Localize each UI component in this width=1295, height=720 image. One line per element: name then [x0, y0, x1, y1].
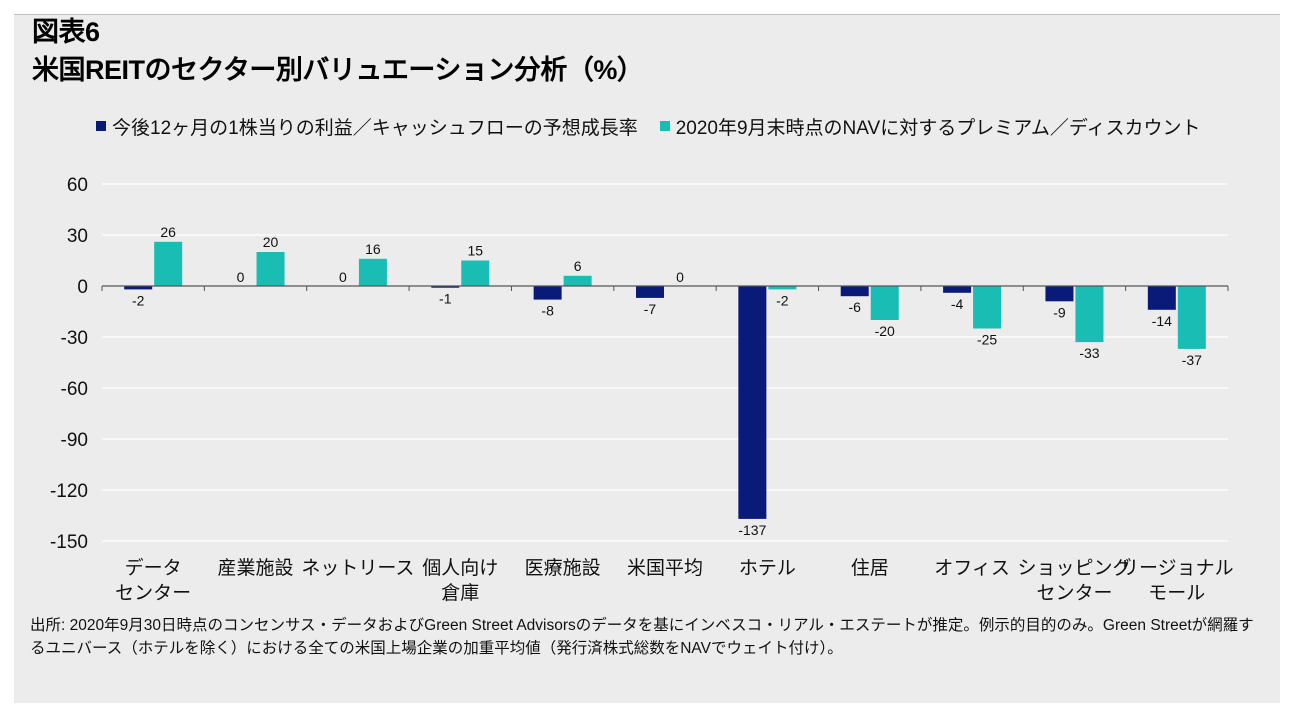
data-label-series2: 26: [160, 224, 176, 240]
chart-title: 米国REITのセクター別バリュエーション分析（%）: [32, 55, 644, 85]
y-tick-label: -30: [61, 328, 88, 349]
x-category-label: 産業施設: [218, 557, 294, 579]
data-label-series1: -6: [849, 299, 862, 315]
bar-series1: [124, 286, 153, 290]
bar-series1: [738, 286, 767, 519]
y-tick-label: -150: [50, 532, 88, 553]
y-tick-label: 60: [67, 175, 88, 196]
bar-series2: [870, 286, 899, 320]
data-label-series1: 0: [339, 269, 347, 285]
bar-series2: [1177, 286, 1206, 349]
legend-label-series1: 今後12ヶ月の1株当りの利益／キャッシュフローの予想成長率: [112, 117, 638, 139]
bar-series2: [768, 286, 797, 290]
x-category-label: 医療施設: [525, 557, 601, 579]
legend-label-series2: 2020年9月末時点のNAVに対するプレミアム／ディスカウント: [675, 117, 1201, 139]
legend-swatch-series2: [659, 121, 670, 131]
bar-series1: [1147, 286, 1176, 310]
y-tick-label: -120: [50, 481, 88, 502]
legend-item-series2: 2020年9月末時点のNAVに対するプレミアム／ディスカウント: [659, 113, 1201, 140]
x-category-label: ホテル: [739, 558, 796, 579]
data-label-series2: 15: [467, 243, 483, 259]
data-label-series1: -137: [738, 522, 766, 538]
bar-series1: [636, 286, 664, 298]
x-category-label: 米国平均: [627, 557, 703, 579]
data-label-series2: -25: [977, 332, 997, 348]
figure-label: 図表6: [32, 17, 100, 47]
data-label-series2: -33: [1079, 345, 1099, 361]
x-category-label: オフィス: [934, 558, 1010, 579]
data-label-series1: -14: [1152, 313, 1172, 329]
data-label-series1: -7: [644, 301, 657, 317]
data-label-series1: -1: [439, 291, 452, 307]
y-tick-label: 0: [77, 277, 88, 298]
y-tick-label: -60: [61, 379, 88, 400]
bar-series2: [973, 286, 1002, 329]
data-label-series2: -2: [776, 292, 789, 308]
bar-series1: [1045, 286, 1074, 302]
legend: 今後12ヶ月の1株当りの利益／キャッシュフローの予想成長率 2020年9月末時点…: [96, 113, 1223, 140]
x-category-label: 倉庫: [441, 582, 479, 604]
bar-series1: [533, 286, 562, 300]
bar-series1: [840, 286, 869, 297]
bar-series2: [563, 275, 592, 286]
top-rule: [14, 14, 1280, 15]
data-label-series1: -2: [132, 292, 145, 308]
bar-series2: [1075, 286, 1104, 343]
bar-series2: [154, 241, 183, 286]
x-category-label: リージョナル: [1120, 558, 1234, 579]
data-label-series2: -20: [875, 323, 895, 339]
x-category-label: センター: [1036, 582, 1112, 604]
legend-swatch-series1: [96, 121, 106, 131]
data-label-series1: 0: [237, 269, 245, 285]
figure-panel: [14, 15, 1280, 703]
bar-series2: [358, 258, 387, 286]
x-category-label: ネットリース: [301, 558, 414, 579]
y-tick-label: 30: [67, 226, 88, 247]
data-label-series1: -4: [951, 296, 964, 312]
bar-series2: [256, 252, 285, 286]
source-note: 出所: 2020年9月30日時点のコンセンサス・データおよびGreen Stre…: [30, 617, 1254, 657]
bar-series1: [431, 286, 460, 288]
x-category-label: ショッピング: [1017, 557, 1131, 579]
x-category-label: センター: [115, 582, 191, 604]
x-category-label: データ: [125, 557, 182, 579]
data-label-series1: -8: [541, 303, 554, 319]
y-tick-label: -90: [61, 430, 88, 451]
bar-series2: [461, 260, 490, 286]
data-label-series2: 20: [263, 234, 279, 250]
bar-series1: [943, 286, 972, 293]
data-label-series1: -9: [1053, 304, 1066, 320]
data-label-series2: 0: [676, 269, 684, 285]
data-label-series2: -37: [1182, 352, 1202, 368]
data-label-series2: 6: [574, 258, 582, 274]
x-category-label: 住居: [851, 557, 889, 579]
data-label-series2: 16: [365, 241, 381, 257]
x-category-label: モール: [1148, 583, 1205, 604]
legend-item-series1: 今後12ヶ月の1株当りの利益／キャッシュフローの予想成長率: [96, 113, 638, 140]
x-category-label: 個人向け: [422, 557, 498, 579]
